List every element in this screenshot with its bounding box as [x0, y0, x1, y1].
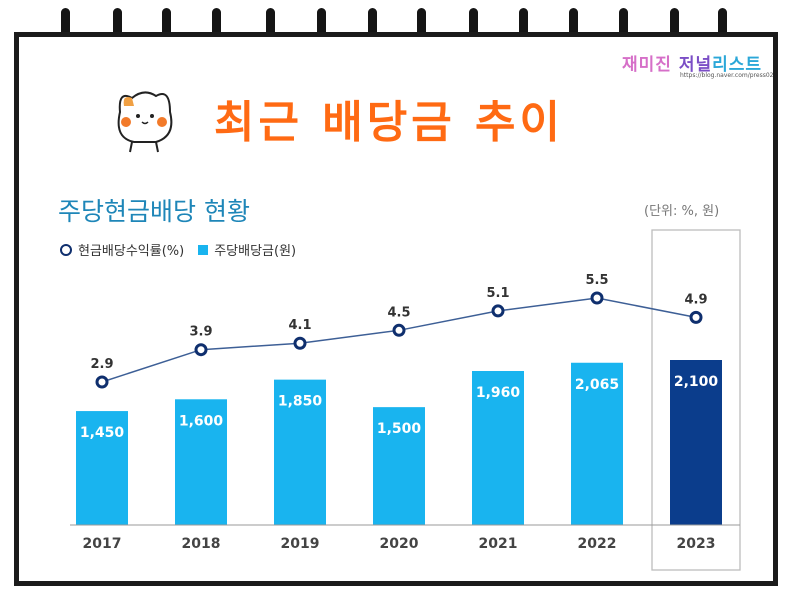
unit-label: (단위: %, 원) — [644, 204, 720, 219]
brand-text-c: 리스트 — [712, 55, 763, 75]
yield-value-label: 4.5 — [387, 305, 410, 320]
yield-point-2018 — [194, 343, 208, 357]
yield-point-2020 — [392, 323, 406, 337]
bar-value-label: 1,960 — [476, 385, 521, 401]
yield-point-2017 — [95, 375, 109, 389]
x-tick-label: 2021 — [479, 536, 518, 552]
bar-value-label: 1,850 — [278, 394, 323, 410]
bar-value-label: 1,600 — [179, 413, 224, 429]
bar-2020 — [373, 407, 425, 525]
cat-mascot-icon — [117, 91, 173, 153]
bar-2022 — [571, 362, 623, 525]
bar-value-label: 1,450 — [80, 425, 125, 441]
yield-value-label: 5.5 — [585, 273, 608, 288]
legend-bar-label: 주당배당금(원) — [214, 244, 297, 259]
highlight-box — [651, 229, 741, 571]
headline: 최근 배당금 추이 — [214, 97, 564, 148]
legend-bar-marker — [198, 244, 209, 255]
chart-title: 주당현금배당 현황 — [58, 197, 250, 226]
yield-value-label: 5.1 — [486, 286, 509, 301]
chart-legend: 현금배당수익률(%) 주당배당금(원) — [60, 240, 296, 259]
yield-point-2021 — [491, 304, 505, 318]
yield-point-2023 — [689, 310, 703, 324]
bar-2023 — [670, 360, 722, 525]
brand-text-a: 재미진 — [622, 55, 672, 75]
bar-value-label: 2,100 — [674, 374, 719, 390]
yield-point-2019 — [293, 336, 307, 350]
brand-logo: 재미진 저널리스트 — [622, 50, 762, 75]
legend-line-marker — [60, 243, 72, 256]
bar-value-label: 1,500 — [377, 421, 422, 437]
bar-2017 — [76, 411, 128, 525]
bar-2021 — [472, 371, 524, 525]
x-tick-label: 2022 — [578, 536, 617, 552]
x-tick-label: 2023 — [677, 536, 716, 552]
bar-2019 — [274, 379, 326, 525]
yield-value-label: 3.9 — [189, 325, 212, 340]
bar-2018 — [175, 399, 227, 525]
brand-text-b: 저널 — [678, 55, 713, 75]
yield-value-label: 4.1 — [288, 318, 311, 333]
yield-value-label: 2.9 — [90, 357, 113, 372]
bar-value-label: 2,065 — [575, 377, 619, 393]
brand-url: https://blog.naver.com/press02 — [680, 72, 774, 79]
yield-value-label: 4.9 — [684, 292, 707, 307]
x-tick-label: 2018 — [182, 536, 221, 552]
legend-line-label: 현금배당수익률(%) — [78, 244, 185, 259]
x-tick-label: 2020 — [380, 536, 419, 552]
x-tick-label: 2019 — [281, 536, 320, 552]
x-tick-label: 2017 — [83, 536, 122, 552]
yield-point-2022 — [590, 291, 604, 305]
